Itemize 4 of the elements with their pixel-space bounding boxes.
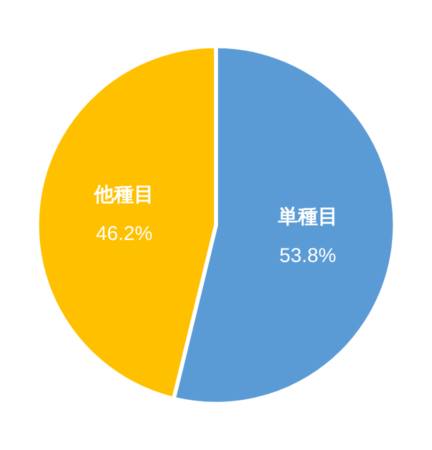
data-label: 53.8% bbox=[279, 245, 336, 268]
slice-label: 他種目 bbox=[93, 182, 154, 206]
data-label: 46.2% bbox=[96, 222, 153, 245]
slice-label: 単種目 bbox=[276, 204, 338, 228]
